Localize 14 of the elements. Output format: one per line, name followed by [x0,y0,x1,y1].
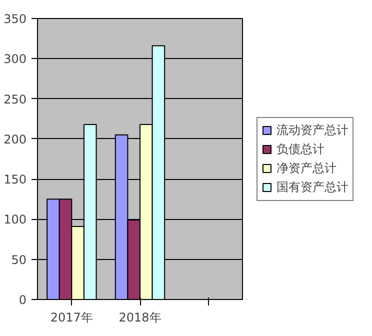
legend-label: 净资产总计 [276,160,336,176]
y-tick-label: 50 [11,252,27,267]
y-tick-label: 300 [4,52,26,66]
y-tick-label: 100 [4,212,26,227]
legend-label: 流动资产总计 [276,122,348,138]
y-tick-label: 250 [4,92,26,106]
x-tick-label: 2017年 [50,310,93,324]
y-tick-label: 150 [4,172,26,187]
y-tick-label: 0 [18,293,27,307]
legend-label: 国有资产总计 [276,178,348,196]
y-tick-label: 350 [4,12,26,26]
y-tick-label: 200 [4,132,26,146]
legend-label: 负债总计 [276,140,324,158]
x-tick-label: 2018年 [118,310,162,324]
